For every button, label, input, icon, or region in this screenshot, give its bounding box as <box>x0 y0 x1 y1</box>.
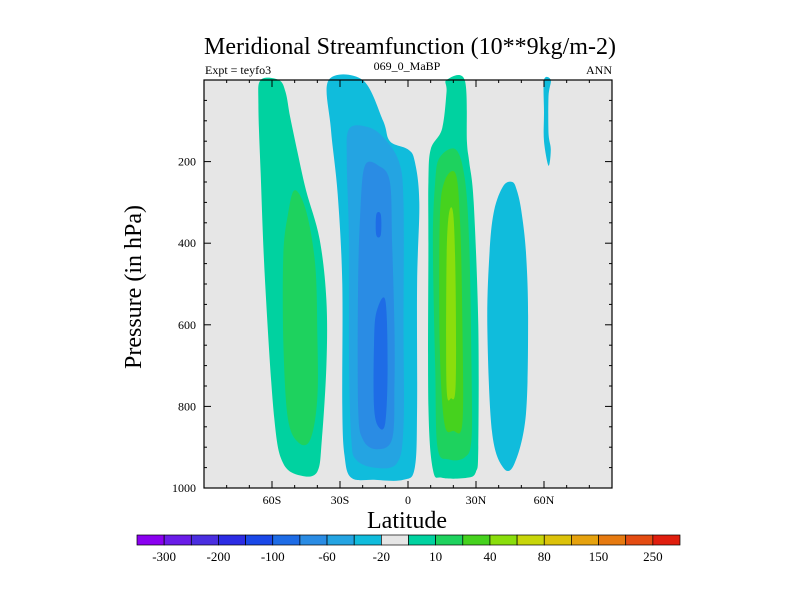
colorbar-box <box>571 534 599 546</box>
plot-area: 60S 30S 0 30N 60N 200 400 600 800 1000 <box>172 74 613 507</box>
x-tick-label: 30N <box>466 493 487 507</box>
y-tick-label: 400 <box>178 236 196 250</box>
colorbar-box <box>543 534 572 546</box>
y-axis-label: Pressure (in hPa) <box>121 205 147 369</box>
x-axis-label: Latitude <box>367 508 447 534</box>
contour-sh-positive-cell-inner <box>282 190 318 446</box>
colorbar-box <box>381 534 409 546</box>
tick-layer: 60S 30S 0 30N 60N 200 400 600 800 1000 <box>172 80 612 507</box>
contour-sh-negative-cell-4 <box>375 212 382 238</box>
contour-nh-negative-cell-1 <box>487 181 529 472</box>
colorbar-label: -20 <box>373 549 390 564</box>
colorbar-label: -100 <box>261 549 285 564</box>
colorbar-box <box>245 534 274 546</box>
contour-nh-positive-cell-4 <box>446 207 457 401</box>
colorbar-box <box>163 534 192 546</box>
x-tick-label: 60S <box>263 493 282 507</box>
colorbar-box <box>353 534 382 546</box>
colorbar-box <box>190 534 219 546</box>
x-tick-label: 60N <box>534 493 555 507</box>
x-tick-label: 30S <box>331 493 350 507</box>
colorbar-label: 250 <box>643 549 663 564</box>
colorbar-label: 80 <box>538 549 551 564</box>
y-tick-label: 1000 <box>172 481 196 495</box>
chart-title: Meridional Streamfunction (10**9kg/m-2) <box>204 34 616 60</box>
colorbar-label: -60 <box>318 549 335 564</box>
colorbar-box <box>299 534 328 546</box>
colorbar-box <box>272 534 301 546</box>
colorbar-box <box>516 534 545 546</box>
experiment-subtitle: Expt = teyfo3 <box>205 63 271 77</box>
colorbar-box <box>598 534 627 546</box>
colorbar-label: -200 <box>207 549 231 564</box>
colorbar-box <box>218 534 246 546</box>
colorbar: -300 -200 -100 -60 -20 10 40 80 150 250 <box>136 534 681 564</box>
colorbar-box <box>435 534 464 546</box>
contour-sh-negative-cell-5 <box>373 297 388 430</box>
colorbar-box <box>462 534 491 546</box>
season-subtitle: ANN <box>586 63 612 77</box>
colorbar-box <box>489 534 518 546</box>
y-tick-label: 200 <box>178 155 196 169</box>
colorbar-label: 10 <box>429 549 442 564</box>
colorbar-box <box>652 534 681 546</box>
colorbar-box <box>326 534 355 546</box>
colorbar-label: 40 <box>483 549 496 564</box>
y-tick-label: 800 <box>178 399 196 413</box>
x-tick-label: 0 <box>405 493 411 507</box>
contour-nh-negative-cell-2 <box>543 76 551 166</box>
colorbar-box <box>625 534 654 546</box>
colorbar-box <box>136 534 165 546</box>
period-subtitle: 069_0_MaBP <box>374 59 441 73</box>
contour-layer <box>258 74 551 481</box>
colorbar-label: 150 <box>589 549 609 564</box>
y-tick-label: 600 <box>178 318 196 332</box>
colorbar-label: -300 <box>152 549 176 564</box>
colorbar-box <box>408 534 436 546</box>
